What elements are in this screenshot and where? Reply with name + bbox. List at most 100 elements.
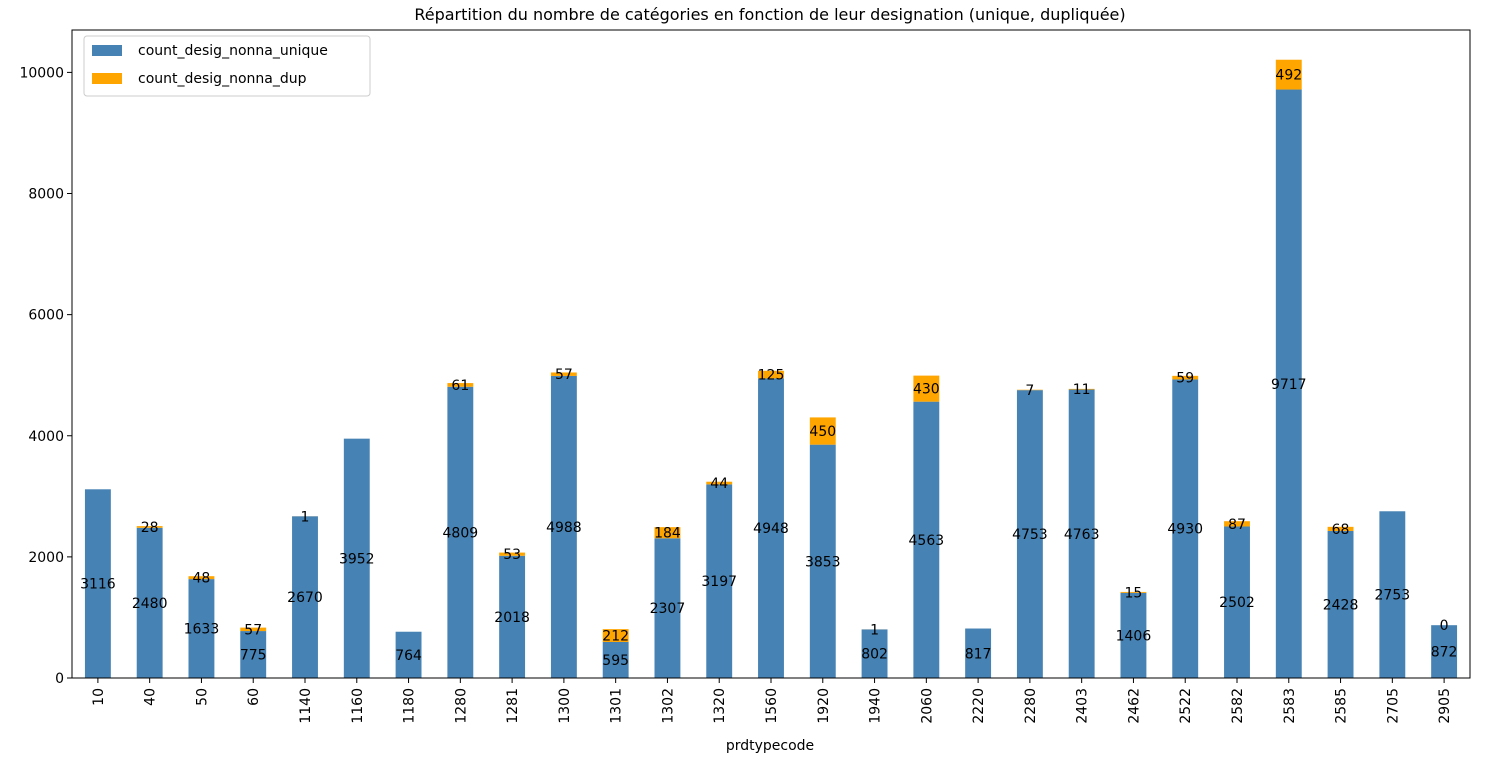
plot-area: 3116 2480 28 1633 48 775 57 2670 1 3952 764 4809 61 2… — [80, 59, 1458, 679]
bar-dup — [1327, 526, 1354, 531]
data-label-dup: 68 — [1332, 522, 1350, 538]
y-tick-label: 8000 — [28, 187, 64, 203]
bar-dup — [188, 576, 215, 580]
data-label-unique: 2428 — [1323, 597, 1359, 613]
y-tick-label: 0 — [55, 671, 64, 687]
bar-unique — [965, 628, 992, 678]
data-label-dup: 1 — [301, 509, 310, 525]
data-label-dup: 57 — [555, 367, 573, 383]
data-label-unique: 4948 — [753, 521, 789, 537]
bar-dup — [1172, 375, 1199, 380]
data-label-unique: 4930 — [1167, 522, 1203, 538]
x-tick-label: 1560 — [764, 688, 780, 724]
data-label-dup: 59 — [1176, 371, 1194, 387]
bar-unique — [1172, 379, 1199, 678]
bar-unique — [1016, 390, 1043, 678]
bar-unique — [1275, 89, 1302, 679]
bar-unique — [550, 375, 577, 678]
x-tick-label: 2060 — [919, 688, 935, 724]
y-tick-label: 2000 — [28, 550, 64, 566]
data-label-dup: 450 — [809, 424, 836, 440]
bar-unique — [1327, 530, 1354, 678]
legend-swatch-unique — [92, 45, 122, 56]
bar-dup — [1224, 521, 1250, 527]
bar-dup — [654, 527, 681, 539]
x-tick-label: 1140 — [298, 688, 314, 724]
bar-unique — [395, 631, 422, 678]
y-tick-label: 6000 — [28, 308, 64, 324]
x-tick-label: 2705 — [1385, 688, 1401, 724]
data-label-unique: 1406 — [1116, 628, 1152, 644]
bar-unique — [602, 641, 629, 678]
x-tick-label: 1320 — [712, 688, 728, 724]
x-tick-label: 2220 — [971, 688, 987, 724]
bar-unique — [809, 444, 836, 678]
bar-dup — [602, 629, 629, 642]
x-tick-label: 50 — [194, 688, 210, 706]
bar-dup — [706, 481, 733, 485]
x-axis: 10 40 50 60 1140 1160 1180 1280 1281 1300 1301 1302… — [91, 678, 1453, 724]
y-axis: 0 2000 4000 6000 8000 10000 — [19, 65, 72, 687]
data-label-dup: 125 — [758, 368, 785, 384]
bar-unique — [706, 484, 733, 678]
data-label-unique: 872 — [1431, 645, 1458, 661]
data-label-dup: 11 — [1073, 382, 1091, 398]
data-label-dup: 53 — [503, 547, 521, 563]
bar-unique — [654, 538, 681, 678]
data-label-unique: 764 — [395, 648, 422, 664]
data-label-dup: 430 — [913, 382, 940, 398]
bar-dup — [809, 417, 836, 445]
data-label-dup: 1 — [870, 622, 879, 638]
x-tick-label: 1300 — [557, 688, 573, 724]
data-label-unique: 595 — [602, 653, 629, 669]
bar-dup — [1120, 591, 1147, 593]
data-label-unique: 2753 — [1375, 588, 1411, 604]
x-tick-label: 1301 — [609, 688, 625, 724]
bar-unique — [499, 555, 526, 678]
x-tick-label: 10 — [91, 688, 107, 706]
bar-dup — [1275, 59, 1302, 90]
x-tick-label: 1940 — [868, 688, 884, 724]
data-label-unique: 1633 — [184, 622, 220, 638]
data-label-dup: 15 — [1125, 585, 1143, 601]
x-tick-label: 60 — [246, 688, 262, 706]
bar-dup — [499, 552, 526, 556]
data-label-dup: 492 — [1275, 68, 1302, 84]
data-label-dup: 184 — [654, 526, 681, 542]
data-label-unique: 2480 — [132, 596, 168, 612]
data-label-unique: 9717 — [1271, 377, 1307, 393]
x-tick-label: 2280 — [1023, 688, 1039, 724]
y-tick-label: 4000 — [28, 429, 64, 445]
data-label-dup: 28 — [141, 520, 159, 536]
data-label-unique: 4988 — [546, 520, 582, 536]
bar-unique — [1379, 511, 1406, 678]
data-label-dup: 87 — [1228, 517, 1246, 533]
bar-dup — [758, 370, 784, 379]
bar-unique — [1224, 526, 1250, 678]
bar-unique — [1431, 625, 1458, 678]
bar-unique — [292, 516, 318, 678]
bar-dup — [550, 372, 577, 376]
legend-label-unique: count_desig_nonna_unique — [138, 43, 328, 59]
legend-frame — [83, 35, 371, 97]
x-tick-label: 1180 — [402, 688, 418, 724]
x-tick-label: 2582 — [1230, 688, 1246, 724]
data-label-unique: 802 — [861, 647, 888, 663]
x-tick-label: 2403 — [1075, 688, 1091, 724]
bar-unique — [1068, 389, 1095, 678]
data-label-unique: 2307 — [650, 601, 686, 617]
data-label-unique: 4809 — [443, 525, 479, 541]
x-tick-label: 2522 — [1178, 688, 1194, 724]
data-label-unique: 4563 — [909, 533, 945, 549]
data-label-dup: 44 — [710, 476, 728, 492]
data-label-unique: 3116 — [80, 577, 116, 593]
x-tick-label: 1280 — [453, 688, 469, 724]
bar-dup — [1068, 388, 1095, 390]
bar-unique — [240, 631, 267, 678]
bar-unique — [136, 527, 163, 678]
x-tick-label: 1920 — [816, 688, 832, 724]
legend-swatch-dup — [92, 73, 122, 84]
data-label-dup: 7 — [1025, 383, 1034, 399]
legend-label-dup: count_desig_nonna_dup — [138, 71, 307, 87]
data-label-unique: 2018 — [494, 610, 530, 626]
